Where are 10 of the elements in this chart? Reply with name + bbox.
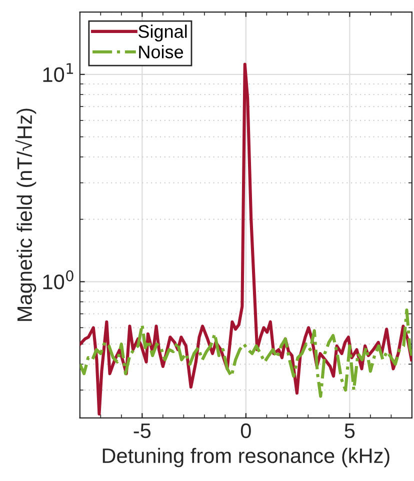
line-series [80,308,412,398]
legend-label: Signal [138,24,187,42]
x-tick-label: 0 [240,423,251,438]
x-axis-title: Detuning from resonance (kHz) [102,448,390,468]
y-axis-title: Magnetic field (nT/√Hz) [15,108,36,321]
x-tick-label: 5 [344,424,355,438]
y-tick-label: 10$^{0}$ [43,270,74,290]
x-tick-label: -5 [134,424,151,438]
legend-label: Noise [139,45,184,58]
y-tick-label: 10$^{1}$ [43,63,74,82]
